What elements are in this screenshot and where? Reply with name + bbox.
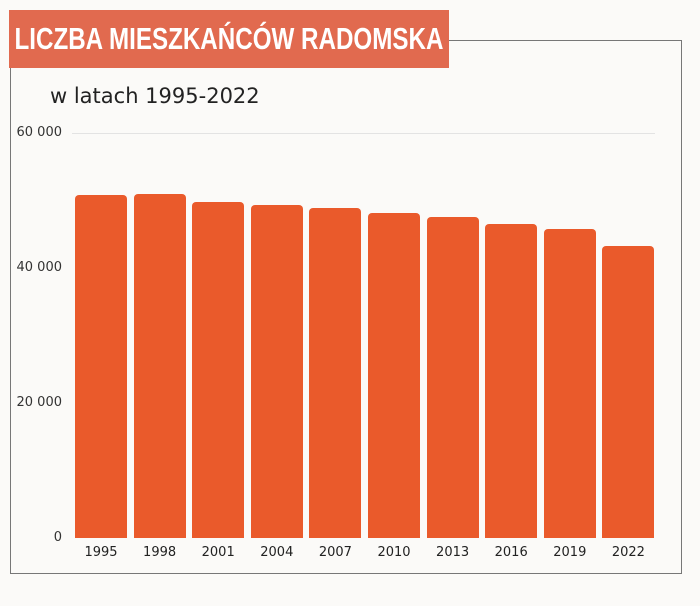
y-tick-label: 0 <box>53 530 62 545</box>
chart-subtitle: w latach 1995-2022 <box>50 84 260 108</box>
bar-2004 <box>250 205 303 538</box>
bar-1995 <box>75 195 127 538</box>
x-tick-label: 1995 <box>84 545 118 560</box>
bar-1998 <box>133 194 186 538</box>
x-tick-label: 2019 <box>553 545 587 560</box>
x-tick-label: 1998 <box>143 545 177 560</box>
chart-title: LICZBA MIESZKAŃCÓW RADOMSKA <box>14 21 444 56</box>
x-tick-label: 2004 <box>260 545 294 560</box>
x-tick-label: 2007 <box>318 545 352 560</box>
gridline <box>72 133 655 134</box>
title-banner: LICZBA MIESZKAŃCÓW RADOMSKA <box>9 10 449 68</box>
x-tick-label: 2010 <box>377 545 411 560</box>
bar-2007 <box>309 207 362 538</box>
bar-2022 <box>602 245 655 538</box>
y-tick-label: 40 000 <box>16 260 63 275</box>
y-tick-label: 20 000 <box>16 395 63 410</box>
x-tick-label: 2022 <box>611 545 645 560</box>
bar-2016 <box>485 224 538 538</box>
x-tick-label: 2016 <box>494 545 528 560</box>
bar-2010 <box>368 213 420 538</box>
y-tick-label: 60 000 <box>16 125 63 140</box>
bar-2019 <box>543 228 596 538</box>
bar-2001 <box>192 201 245 538</box>
x-tick-label: 2013 <box>436 545 470 560</box>
x-tick-label: 2001 <box>201 545 235 560</box>
bar-2013 <box>426 216 479 538</box>
